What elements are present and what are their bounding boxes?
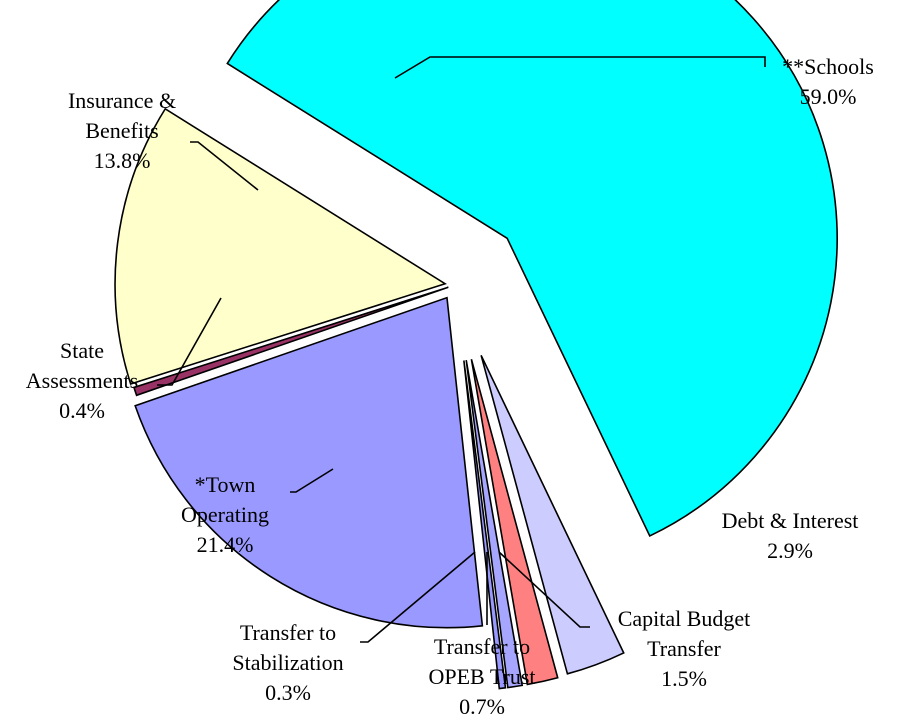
labels-layer: **Schools 59.0% Debt & Interest 2.9% Capital…	[26, 54, 874, 719]
slice-label-town: *Town Operating 21.4%	[181, 472, 269, 557]
slice-name-insurance: Insurance &	[68, 88, 176, 113]
slice-percent-opeb: 0.7%	[459, 694, 505, 719]
slice-name-opeb: Transfer to	[434, 634, 530, 659]
slice-percent-town: 21.4%	[197, 532, 254, 557]
slice-percent-insurance: 13.8%	[94, 148, 151, 173]
slice-percent-capital: 1.5%	[661, 666, 707, 691]
pie-slice-debt	[480, 354, 625, 675]
pie-slice-opeb	[465, 360, 524, 689]
leader-line-capital	[498, 551, 590, 628]
pie-slice-town	[134, 296, 484, 629]
slice-name-town: Operating	[181, 502, 269, 527]
slice-name-state: Assessments	[26, 368, 138, 393]
slice-percent-debt: 2.9%	[767, 538, 813, 563]
slice-name-opeb: OPEB Trust	[428, 664, 535, 689]
slice-label-debt: Debt & Interest 2.9%	[722, 508, 859, 563]
pie-slice-schools	[226, 0, 838, 538]
slice-label-opeb: Transfer to OPEB Trust 0.7%	[428, 634, 535, 719]
leader-line-schools	[394, 56, 766, 79]
leaders-layer	[157, 56, 766, 643]
slice-label-schools: **Schools 59.0%	[782, 54, 874, 109]
slice-percent-stabilization: 0.3%	[265, 680, 311, 705]
pie-slice-state	[132, 286, 449, 397]
slice-name-schools: **Schools	[782, 54, 874, 79]
leader-line-insurance	[190, 141, 259, 191]
slice-label-insurance: Insurance & Benefits 13.8%	[68, 88, 176, 173]
slice-name-insurance: Benefits	[85, 118, 158, 143]
slice-name-capital: Transfer	[647, 636, 721, 661]
pie-slice-capital	[470, 359, 559, 686]
slice-label-stabilization: Transfer to Stabilization 0.3%	[232, 620, 343, 705]
slice-name-state: State	[60, 338, 104, 363]
leader-line-town	[290, 468, 334, 493]
leader-line-stabilization	[360, 551, 476, 643]
pie-slice-stabilization	[463, 360, 507, 690]
slice-name-town: *Town	[195, 472, 256, 497]
slice-name-stabilization: Stabilization	[232, 650, 343, 675]
leader-line-state	[157, 297, 222, 386]
slice-label-capital: Capital Budget Transfer 1.5%	[618, 606, 751, 691]
slice-percent-schools: 59.0%	[800, 84, 857, 109]
slice-name-debt: Debt & Interest	[722, 508, 859, 533]
slice-label-state: State Assessments 0.4%	[26, 338, 138, 423]
slices-layer	[114, 0, 838, 690]
pie-slice-insurance	[114, 107, 447, 385]
slice-percent-state: 0.4%	[59, 398, 105, 423]
slice-name-capital: Capital Budget	[618, 606, 751, 631]
slice-name-stabilization: Transfer to	[240, 620, 336, 645]
